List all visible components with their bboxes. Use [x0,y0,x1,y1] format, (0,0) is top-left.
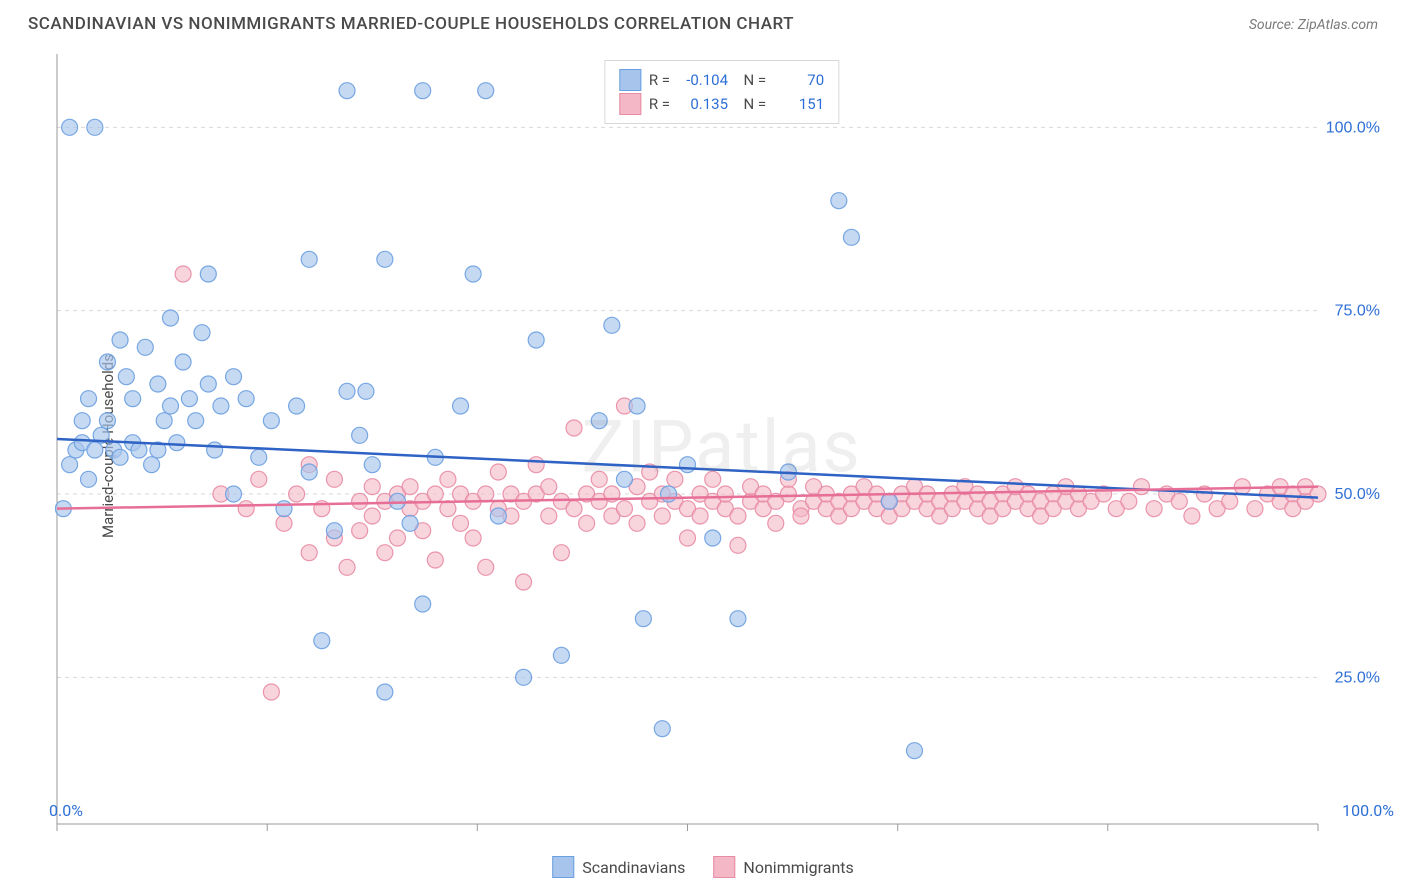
swatch-scandinavians [552,856,574,878]
svg-text:100.0%: 100.0% [1326,119,1380,136]
n-label: N = [736,95,766,113]
r-label: R = [649,71,670,89]
x-axis-min-label: 0.0% [49,801,83,820]
correlation-legend: R = -0.104 N = 70 R = 0.135 N = 151 [604,60,839,124]
svg-text:25.0%: 25.0% [1335,669,1380,686]
svg-text:50.0%: 50.0% [1335,486,1380,503]
n-value-nonimmigrants: 151 [774,95,824,113]
plot-area: 25.0%50.0%75.0%100.0% ZIPatlas R = -0.10… [55,52,1388,842]
source-label: Source: ZipAtlas.com [1249,17,1378,33]
swatch-nonimmigrants [619,93,641,115]
legend-item-nonimmigrants: Nonimmigrants [713,856,853,878]
chart-title: SCANDINAVIAN VS NONIMMIGRANTS MARRIED-CO… [28,14,794,34]
title-bar: SCANDINAVIAN VS NONIMMIGRANTS MARRIED-CO… [0,0,1406,44]
svg-text:75.0%: 75.0% [1335,303,1380,320]
legend-row-nonimmigrants: R = 0.135 N = 151 [619,93,824,115]
series-legend: Scandinavians Nonimmigrants [552,856,854,878]
legend-item-scandinavians: Scandinavians [552,856,685,878]
swatch-nonimmigrants [713,856,735,878]
r-value-scandinavians: -0.104 [678,71,728,89]
n-value-scandinavians: 70 [774,71,824,89]
legend-label-scandinavians: Scandinavians [582,858,685,877]
scatter-chart: 25.0% 50.0% 75.0% 100.0% [55,52,1388,842]
x-axis-max-label: 100.0% [1342,801,1394,820]
r-label: R = [649,95,670,113]
legend-label-nonimmigrants: Nonimmigrants [743,858,853,877]
legend-row-scandinavians: R = -0.104 N = 70 [619,69,824,91]
r-value-nonimmigrants: 0.135 [678,95,728,113]
n-label: N = [736,71,766,89]
swatch-scandinavians [619,69,641,91]
